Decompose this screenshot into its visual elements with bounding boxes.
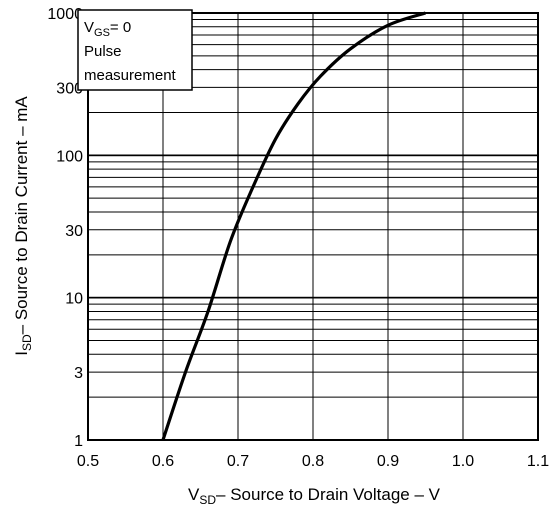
y-tick-label: 100 (56, 148, 83, 165)
series-line (161, 11, 426, 441)
y-tick-label: 30 (65, 223, 83, 240)
y-tick-label: 300 (56, 80, 83, 97)
y-tick-label: 3 (74, 365, 83, 382)
x-tick-label: 0.8 (302, 453, 324, 470)
y-tick-label: 1000 (47, 6, 83, 23)
annotation-line-2: Pulse (84, 43, 122, 60)
annotation-line-3: measurement (84, 67, 177, 84)
x-tick-label: 1.1 (527, 453, 549, 470)
x-axis-title: VSD– Source to Drain Voltage – V (188, 485, 441, 507)
x-tick-label: 0.5 (77, 453, 99, 470)
x-tick-labels: 0.5 0.6 0.7 0.8 0.9 1.0 1.1 (77, 453, 549, 470)
x-tick-label: 0.9 (377, 453, 399, 470)
y-tick-labels: 1 3 10 30 100 300 1000 (47, 6, 83, 450)
x-tick-label: 0.7 (227, 453, 249, 470)
x-tick-label: 0.6 (152, 453, 174, 470)
grid (87, 12, 539, 441)
x-tick-label: 1.0 (452, 453, 474, 470)
annotation-line-1: VGS= 0 (84, 19, 131, 39)
annotation-box: VGS= 0 Pulse measurement (77, 9, 193, 91)
plot-frame (87, 12, 539, 441)
y-tick-label: 10 (65, 291, 83, 308)
y-axis-title: ISD– Source to Drain Current – mA (12, 96, 34, 356)
y-tick-label: 1 (74, 433, 83, 450)
